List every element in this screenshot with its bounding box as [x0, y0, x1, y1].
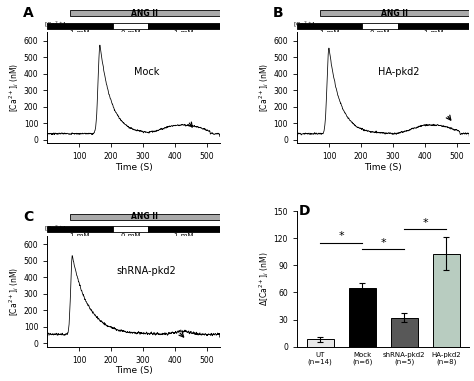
FancyBboxPatch shape — [47, 23, 113, 29]
Text: A: A — [23, 6, 34, 21]
X-axis label: Time (S): Time (S) — [365, 163, 402, 172]
FancyBboxPatch shape — [297, 23, 363, 29]
Text: 1 mM: 1 mM — [70, 233, 90, 239]
Text: ANG II: ANG II — [131, 212, 158, 221]
Text: 1 mM: 1 mM — [174, 233, 193, 239]
Text: [Ca$^{2+}$]$_o$: [Ca$^{2+}$]$_o$ — [44, 224, 70, 234]
Text: ANG II: ANG II — [131, 9, 158, 18]
Y-axis label: [Ca$^{2+}$]$_i$ (nM): [Ca$^{2+}$]$_i$ (nM) — [7, 63, 21, 112]
FancyBboxPatch shape — [148, 23, 219, 29]
Text: [Ca$^{2+}$]$_o$: [Ca$^{2+}$]$_o$ — [44, 20, 70, 30]
Y-axis label: [Ca$^{2+}$]$_i$ (nM): [Ca$^{2+}$]$_i$ (nM) — [257, 63, 271, 112]
Text: B: B — [273, 6, 283, 21]
Y-axis label: [Ca$^{2+}$]$_i$ (nM): [Ca$^{2+}$]$_i$ (nM) — [7, 267, 21, 316]
FancyBboxPatch shape — [70, 10, 219, 16]
Text: 0 mM: 0 mM — [370, 30, 390, 35]
Text: 0 mM: 0 mM — [120, 233, 140, 239]
X-axis label: Time (S): Time (S) — [115, 163, 152, 172]
Text: D: D — [298, 204, 310, 218]
Bar — [307, 339, 334, 347]
Text: HA-pkd2: HA-pkd2 — [378, 67, 420, 77]
Text: Mock: Mock — [134, 67, 159, 77]
Text: 1 mM: 1 mM — [174, 30, 193, 35]
Bar — [432, 254, 460, 347]
Text: *: * — [338, 231, 344, 242]
Y-axis label: Δ[Ca$^{2+}$]$_i$ (nM): Δ[Ca$^{2+}$]$_i$ (nM) — [257, 252, 271, 306]
FancyBboxPatch shape — [320, 10, 469, 16]
Text: C: C — [23, 210, 34, 224]
FancyBboxPatch shape — [47, 226, 113, 232]
X-axis label: Time (S): Time (S) — [115, 366, 152, 375]
FancyBboxPatch shape — [113, 226, 148, 232]
Text: *: * — [422, 218, 428, 228]
Text: *: * — [380, 238, 386, 248]
Text: 0 mM: 0 mM — [120, 30, 140, 35]
Bar — [391, 318, 418, 347]
Text: 1 mM: 1 mM — [424, 30, 443, 35]
FancyBboxPatch shape — [70, 214, 219, 219]
FancyBboxPatch shape — [363, 23, 398, 29]
FancyBboxPatch shape — [113, 23, 148, 29]
FancyBboxPatch shape — [148, 226, 219, 232]
Text: [Ca$^{2+}$]$_o$: [Ca$^{2+}$]$_o$ — [293, 20, 319, 30]
Text: shRNA-pkd2: shRNA-pkd2 — [117, 266, 176, 276]
Text: ANG II: ANG II — [381, 9, 408, 18]
Bar — [348, 288, 376, 347]
FancyBboxPatch shape — [398, 23, 469, 29]
Text: 1 mM: 1 mM — [70, 30, 90, 35]
Text: 1 mM: 1 mM — [320, 30, 339, 35]
